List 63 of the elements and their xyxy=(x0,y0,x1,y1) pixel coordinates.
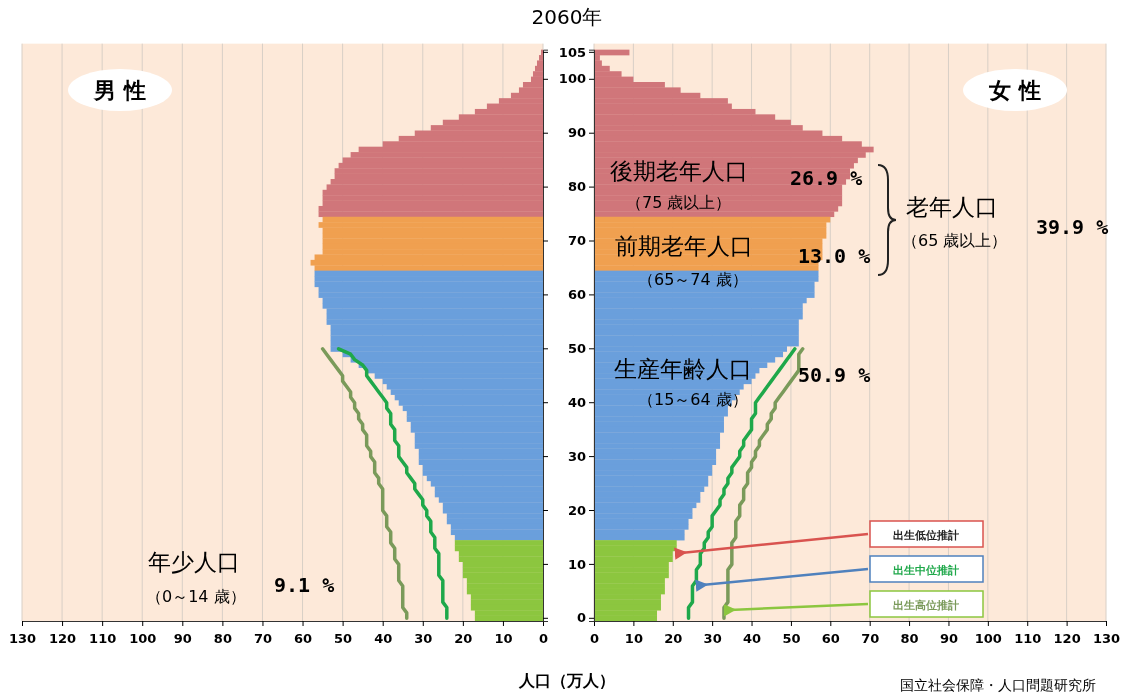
annotation: （65 歳以上） xyxy=(902,231,1008,250)
y-tick-label: 70 xyxy=(567,233,586,249)
x-tick-label: 10 xyxy=(624,631,643,647)
x-axis-title: 人口（万人） xyxy=(518,671,615,690)
x-tick-label: 70 xyxy=(861,631,880,647)
x-tick-label: 20 xyxy=(454,631,473,647)
x-tick-label: 0 xyxy=(538,631,549,647)
y-tick-label: 105 xyxy=(558,44,586,60)
annotation: 生産年齢人口 xyxy=(614,356,752,382)
y-tick-label: 10 xyxy=(567,556,586,572)
annotation: 老年人口 xyxy=(906,194,998,220)
x-tick-label: 50 xyxy=(782,631,801,647)
x-tick-label: 100 xyxy=(129,631,157,647)
y-tick-label: 50 xyxy=(567,340,586,356)
x-tick-label: 70 xyxy=(253,631,273,647)
text: 出生高位推計 xyxy=(893,599,959,612)
x-tick-label: 120 xyxy=(49,631,77,647)
text: 国立社会保障・人口問題研究所 xyxy=(900,677,1096,693)
x-tick-label: 30 xyxy=(703,631,722,647)
annotation: 26.9 % xyxy=(790,166,863,190)
y-tick-label: 30 xyxy=(567,448,586,464)
annotation: 9.1 % xyxy=(274,573,335,597)
x-tick-label: 80 xyxy=(213,631,232,647)
annotation: （75 歳以上） xyxy=(626,193,732,212)
x-tick-label: 50 xyxy=(334,631,353,647)
x-tick-label: 90 xyxy=(939,631,959,647)
annotation: （0～14 歳） xyxy=(146,587,246,606)
annotation: 39.9 % xyxy=(1036,215,1109,239)
x-tick-label: 90 xyxy=(173,631,192,647)
x-tick-label: 60 xyxy=(821,631,840,647)
x-tick-label: 110 xyxy=(89,631,117,647)
annotation: 後期老年人口 xyxy=(610,158,748,184)
x-tick-label: 110 xyxy=(1014,631,1042,647)
y-tick-label: 40 xyxy=(567,394,586,410)
x-tick-label: 40 xyxy=(742,631,762,647)
annotation: 前期老年人口 xyxy=(615,233,753,259)
y-tick-label: 100 xyxy=(558,71,586,87)
x-tick-label: 130 xyxy=(1092,631,1121,647)
y-tick-label: 0 xyxy=(576,610,586,626)
annotation: 男 性 xyxy=(93,78,146,103)
x-tick-label: 20 xyxy=(664,631,683,647)
x-tick-label: 100 xyxy=(974,631,1002,647)
text: 出生中位推計 xyxy=(893,564,959,577)
x-tick-label: 120 xyxy=(1053,631,1081,647)
y-tick-label: 60 xyxy=(567,287,586,303)
annotation: 出生低位推計 xyxy=(893,529,959,542)
chart-title: 2060年 xyxy=(531,5,603,29)
annotation: 年少人口 xyxy=(148,549,240,575)
x-tick-label: 0 xyxy=(589,631,600,647)
y-tick-label: 90 xyxy=(567,125,586,141)
annotation: 女 性 xyxy=(988,78,1041,103)
x-tick-label: 130 xyxy=(8,631,37,647)
y-tick-label: 80 xyxy=(567,179,586,195)
annotation: 13.0 % xyxy=(798,244,871,268)
x-tick-label: 60 xyxy=(293,631,313,647)
x-tick-label: 30 xyxy=(414,631,433,647)
x-tick-label: 40 xyxy=(374,631,393,647)
annotation: （65～74 歳） xyxy=(638,270,748,289)
x-tick-label: 80 xyxy=(900,631,919,647)
annotation: （15～64 歳） xyxy=(638,390,748,409)
y-tick-label: 20 xyxy=(567,502,586,518)
x-tick-label: 10 xyxy=(494,631,513,647)
annotation: 50.9 % xyxy=(798,363,871,387)
